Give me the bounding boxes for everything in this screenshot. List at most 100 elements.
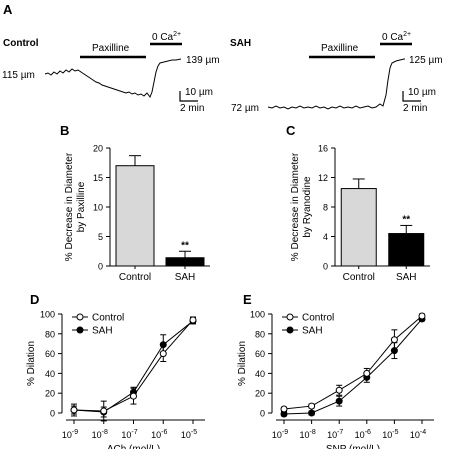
chart-d-x-label: ACh (mol/L) <box>107 444 160 449</box>
chart-e-y-tick-label: 80 <box>255 329 265 339</box>
chart-c-y-tick-label: 12 <box>318 173 328 183</box>
chart-b-y-tick-label: 5 <box>98 232 103 242</box>
legend-marker-sah <box>77 327 83 333</box>
chart-b-x-tick-label: Control <box>119 272 151 283</box>
chart-e-x-tick-label: 10-5 <box>382 429 398 440</box>
panel-d-label: D <box>30 292 39 307</box>
chart-c-y-label-line2: by Ryanodine <box>302 176 313 238</box>
chart-c-x-tick-label: Control <box>343 272 375 283</box>
chart-b-x-tick-label: SAH <box>175 272 196 283</box>
chart-e-y-tick-label: 20 <box>255 389 265 399</box>
chart-d-x-tick-label: 10-9 <box>62 429 78 440</box>
control-paxilline-label: Paxilline <box>92 43 130 54</box>
legend-label-sah: SAH <box>302 326 323 337</box>
legend-label-control: Control <box>302 313 334 324</box>
control-start-diameter: 115 µm <box>2 70 35 81</box>
control-trace-panel: Control Paxilline 0 Ca2+ 115 µm 139 µm 1… <box>2 31 220 114</box>
chart-e-x-tick-label: 10-4 <box>410 429 426 440</box>
control-diameter-trace <box>45 59 181 97</box>
chart-e: 0 20 40 60 80 100 10-9 10-8 10-7 10-6 10-5 10-4 % Di… <box>237 310 434 449</box>
chart-b-y-tick-label: 20 <box>93 144 103 154</box>
chart-e-y-tick-label: 0 <box>260 409 265 419</box>
panel-b-label: B <box>60 123 69 138</box>
chart-d-y-tick-label: 60 <box>45 349 55 359</box>
control-end-diameter: 139 µm <box>186 55 220 66</box>
chart-c-y-tick-label: 4 <box>323 232 328 242</box>
chart-c-y-tick-label: 0 <box>323 262 328 272</box>
chart-e-x-tick-label: 10-6 <box>355 429 371 440</box>
chart-d-y-tick-label: 100 <box>40 310 55 320</box>
sah-diameter-trace <box>268 59 405 109</box>
legend-marker-sah <box>287 327 293 333</box>
control-calcium-label: 0 Ca2+ <box>152 31 181 43</box>
chart-e-x-tick-label: 10-7 <box>327 429 343 440</box>
chart-e-y-label: % Dilation <box>237 341 248 386</box>
chart-b-y-label-line2: by Paxilline <box>76 181 87 232</box>
panel-c-label: C <box>286 123 296 138</box>
sah-scale-x: 2 min <box>403 103 427 114</box>
sah-calcium-label: 0 Ca2+ <box>382 31 411 43</box>
chart-d-series-control-point <box>71 407 77 413</box>
chart-e-x-tick-label: 10-9 <box>272 429 288 440</box>
chart-b-significance: ** <box>181 240 189 251</box>
panel-a-label: A <box>3 2 13 17</box>
chart-d-y-tick-label: 40 <box>45 369 55 379</box>
chart-c-y-tick-label: 16 <box>318 144 328 154</box>
chart-e-series-control-point <box>281 406 287 412</box>
chart-d-x-tick-label: 10-6 <box>151 429 167 440</box>
chart-e-y-tick-label: 60 <box>255 349 265 359</box>
panel-e-label: E <box>243 292 252 307</box>
chart-d-x-tick-label: 10-5 <box>181 429 197 440</box>
chart-e-series-sah-point <box>336 398 342 404</box>
control-scale-y: 10 µm <box>185 87 213 98</box>
chart-d-x-tick-label: 10-7 <box>121 429 137 440</box>
sah-trace-panel: SAH Paxilline 0 Ca2+ 72 µm 125 µm 10 µm … <box>230 31 443 114</box>
chart-d-series-control-point <box>190 317 196 323</box>
sah-start-diameter: 72 µm <box>231 103 259 114</box>
chart-b-y-tick-label: 10 <box>93 203 103 213</box>
chart-d-series-control-point <box>101 408 107 414</box>
chart-b-y-tick-label: 0 <box>98 262 103 272</box>
chart-e-series-control-point <box>336 387 342 393</box>
legend-label-sah: SAH <box>92 326 113 337</box>
chart-c: 0 4 8 12 16 % Decrease in Diameter by Ryanodin… <box>290 144 430 284</box>
chart-c-bar-sah <box>389 234 424 266</box>
legend-label-control: Control <box>92 313 124 324</box>
chart-b-bar-control <box>116 166 154 266</box>
chart-e-series-control-point <box>391 337 397 343</box>
chart-d-x-tick-label: 10-8 <box>92 429 108 440</box>
sah-scale-y: 10 µm <box>408 87 436 98</box>
chart-e-series-control-point <box>419 313 425 319</box>
chart-e-y-tick-label: 100 <box>250 310 265 320</box>
chart-e-x-tick-label: 10-8 <box>299 429 315 440</box>
chart-c-x-tick-label: SAH <box>396 272 417 283</box>
control-title: Control <box>3 38 39 49</box>
chart-d: 0 20 40 60 80 100 10-9 10-8 10-7 10-6 10-5 % Dilati… <box>26 310 205 449</box>
chart-c-significance: ** <box>402 214 410 225</box>
control-scale-x: 2 min <box>180 103 204 114</box>
chart-e-series-control-point <box>309 403 315 409</box>
legend-marker-control <box>77 314 83 320</box>
chart-d-y-tick-label: 0 <box>50 409 55 419</box>
chart-c-y-tick-label: 8 <box>323 203 328 213</box>
chart-d-series-control-point <box>160 351 166 357</box>
chart-e-y-tick-label: 40 <box>255 369 265 379</box>
chart-b-bar-sah <box>166 258 204 266</box>
sah-title: SAH <box>230 38 251 49</box>
chart-c-bar-control <box>341 189 376 266</box>
chart-e-x-label: SNP (mol/L) <box>326 444 380 449</box>
chart-e-series-control-point <box>364 370 370 376</box>
chart-b-y-tick-label: 15 <box>93 173 103 183</box>
chart-d-y-tick-label: 80 <box>45 329 55 339</box>
chart-b: 0 5 10 15 20 % Decrease in Diameter by Paxilli… <box>64 144 210 284</box>
sah-end-diameter: 125 µm <box>409 55 443 66</box>
legend-marker-control <box>287 314 293 320</box>
sah-paxilline-label: Paxilline <box>321 43 359 54</box>
chart-c-y-label-line1: % Decrease in Diameter <box>290 152 301 261</box>
chart-d-y-label: % Dilation <box>26 341 37 386</box>
chart-e-series-sah-point <box>309 410 315 416</box>
chart-d-y-tick-label: 20 <box>45 389 55 399</box>
chart-d-series-control-point <box>131 393 137 399</box>
chart-b-y-label-line1: % Decrease in Diameter <box>64 152 75 261</box>
